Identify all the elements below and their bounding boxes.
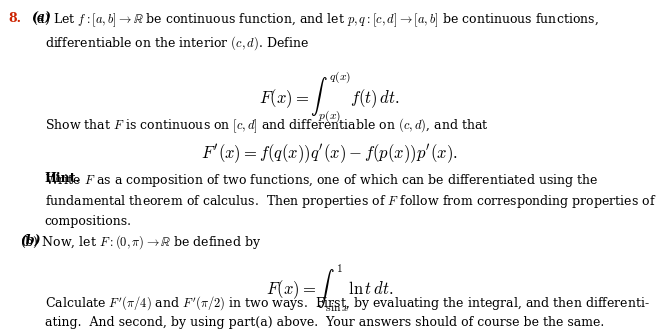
- Text: fundamental theorem of calculus.  Then properties of $F$ follow from correspondi: fundamental theorem of calculus. Then pr…: [45, 193, 656, 210]
- Text: (b) Now, let $F:(0,\pi)\rightarrow\mathbb{R}$ be defined by: (b) Now, let $F:(0,\pi)\rightarrow\mathb…: [20, 234, 261, 251]
- Text: Show that $F$ is continuous on $[c,d]$ and differentiable on $(c,d)$, and that: Show that $F$ is continuous on $[c,d]$ a…: [45, 116, 488, 135]
- Text: Calculate $F'(\pi/4)$ and $F'(\pi/2)$ in two ways.  First, by evaluating the int: Calculate $F'(\pi/4)$ and $F'(\pi/2)$ in…: [45, 294, 650, 312]
- Text: 8.: 8.: [8, 12, 21, 24]
- Text: Hint.: Hint.: [45, 172, 80, 184]
- Text: differentiable on the interior $(c,d)$. Define: differentiable on the interior $(c,d)$. …: [45, 35, 308, 52]
- Text: $F(x) = \int_{p(x)}^{q(x)} f(t)\,dt.$: $F(x) = \int_{p(x)}^{q(x)} f(t)\,dt.$: [259, 69, 400, 125]
- Text: compositions.: compositions.: [45, 214, 132, 227]
- Text: (a): (a): [32, 12, 51, 24]
- Text: ating.  And second, by using part(a) above.  Your answers should of course be th: ating. And second, by using part(a) abov…: [45, 316, 604, 329]
- Text: $F(x) = \int_{\sin x}^{1} \ln t\,dt.$: $F(x) = \int_{\sin x}^{1} \ln t\,dt.$: [266, 262, 393, 314]
- Text: Write $F$ as a composition of two functions, one of which can be differentiated : Write $F$ as a composition of two functi…: [45, 172, 598, 189]
- Text: $F'(x) = f(q(x))q'(x) - f(p(x))p'(x).$: $F'(x) = f(q(x))q'(x) - f(p(x))p'(x).$: [201, 143, 458, 165]
- Text: (b): (b): [20, 234, 40, 247]
- Text: (a) Let $f:[a,b]\rightarrow\mathbb{R}$ be continuous function, and let $p,q:[c,d: (a) Let $f:[a,b]\rightarrow\mathbb{R}$ b…: [32, 12, 598, 29]
